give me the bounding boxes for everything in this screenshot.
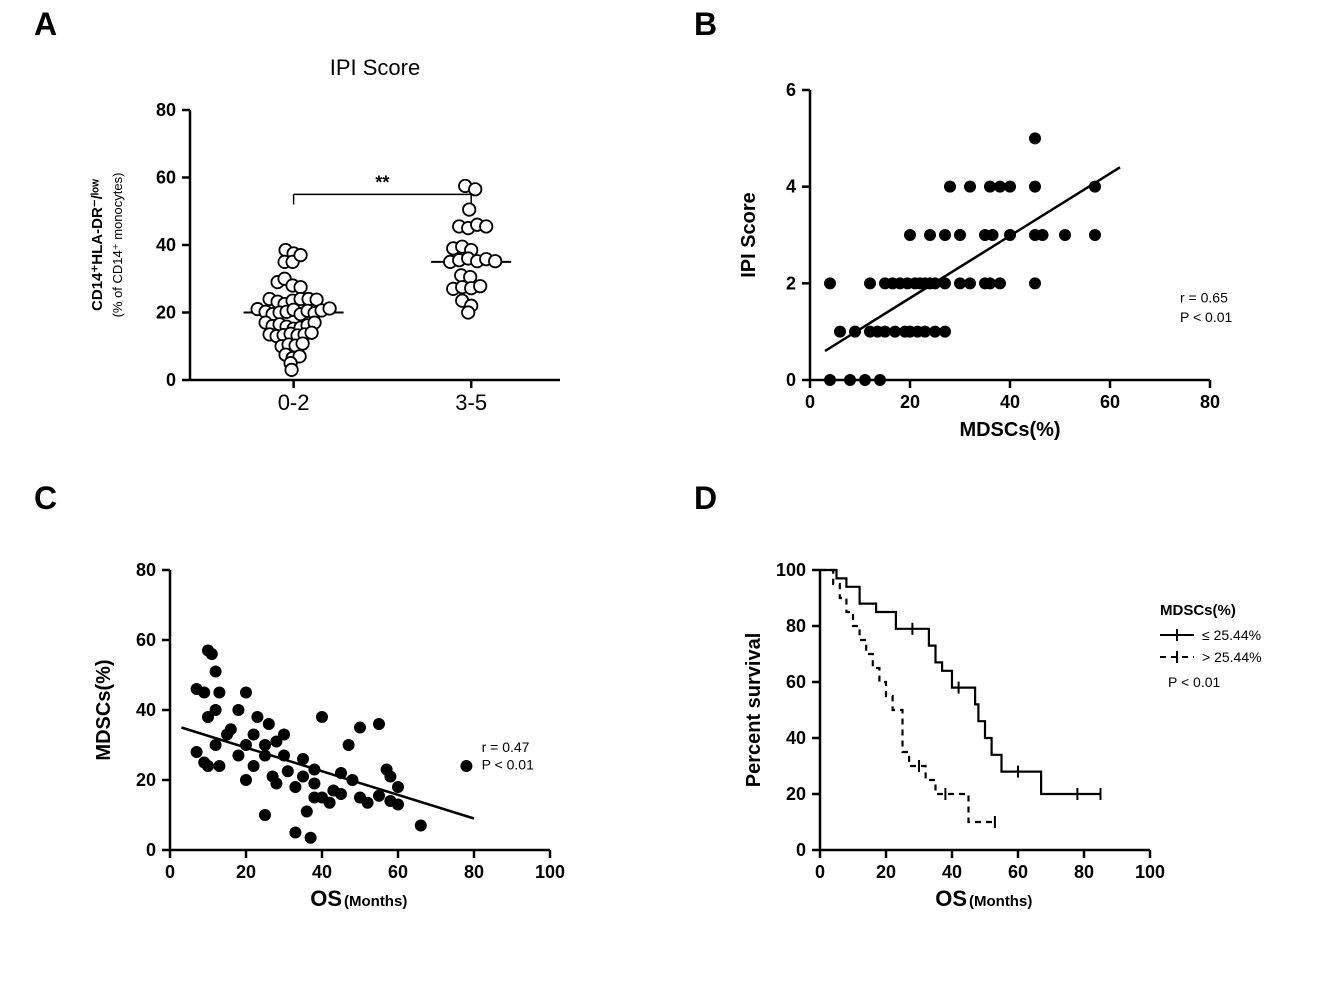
svg-text:40: 40: [312, 862, 332, 882]
svg-text:80: 80: [786, 616, 806, 636]
figure: A B C D IPI Score0204060800-23-5CD14⁺HLA…: [0, 0, 1318, 981]
panel-c-chart: 0 20 40 60 80 100 0 20 40 60 80 OS(Months) MDSCs(%) r…: [60, 520, 620, 940]
svg-text:40: 40: [156, 235, 176, 255]
panel-label-a: A: [34, 6, 57, 43]
svg-text:20: 20: [236, 862, 256, 882]
svg-text:60: 60: [136, 630, 156, 650]
svg-text:20: 20: [786, 784, 806, 804]
svg-text:0-2: 0-2: [278, 390, 310, 415]
svg-text:r = 0.65: r = 0.65: [1180, 290, 1228, 306]
svg-text:MDSCs(%): MDSCs(%): [1160, 602, 1236, 619]
panel-a-chart: IPI Score 0 20 40 60 80 0-2 3-5 CD14⁺HLA-DR⁻/ˡᵒʷ…: [60, 30, 620, 450]
panel-label-b: B: [694, 6, 717, 43]
svg-text:80: 80: [1074, 862, 1094, 882]
svg-text:20: 20: [156, 303, 176, 323]
svg-text:80: 80: [464, 862, 484, 882]
svg-text:(Months): (Months): [969, 893, 1032, 910]
svg-text:0: 0: [146, 840, 156, 860]
svg-text:0: 0: [786, 370, 796, 390]
svg-text:40: 40: [786, 728, 806, 748]
svg-text:80: 80: [156, 100, 176, 120]
svg-text:40: 40: [1000, 392, 1020, 412]
svg-text:Percent survival: Percent survival: [743, 633, 765, 788]
svg-text:r = 0.47: r = 0.47: [482, 739, 530, 755]
svg-text:100: 100: [1135, 862, 1165, 882]
svg-text:100: 100: [776, 560, 806, 580]
svg-text:> 25.44%: > 25.44%: [1202, 649, 1262, 665]
svg-text:40: 40: [136, 700, 156, 720]
panel-label-d: D: [694, 480, 717, 517]
svg-text:100: 100: [535, 862, 565, 882]
svg-text:20: 20: [136, 770, 156, 790]
svg-text:OS: OS: [310, 886, 342, 911]
svg-text:0: 0: [805, 392, 815, 412]
svg-text:60: 60: [156, 168, 176, 188]
svg-text:80: 80: [136, 560, 156, 580]
svg-text:60: 60: [1008, 862, 1028, 882]
svg-text:6: 6: [786, 80, 796, 100]
svg-text:OS: OS: [935, 886, 967, 911]
svg-text:40: 40: [942, 862, 962, 882]
svg-text:60: 60: [388, 862, 408, 882]
svg-text:0: 0: [796, 840, 806, 860]
svg-text:P < 0.01: P < 0.01: [482, 757, 535, 773]
panel-label-c: C: [34, 480, 57, 517]
svg-text:20: 20: [876, 862, 896, 882]
svg-text:60: 60: [786, 672, 806, 692]
svg-text:0: 0: [815, 862, 825, 882]
panel-d-chart: 0 20 40 60 80 100 0 20 40 60 80 100 OS(Months) Percen…: [720, 520, 1280, 940]
svg-text:0: 0: [166, 370, 176, 390]
svg-text:2: 2: [786, 273, 796, 293]
svg-text:P < 0.01: P < 0.01: [1168, 674, 1221, 690]
svg-text:4: 4: [786, 177, 796, 197]
svg-text:(Months): (Months): [344, 893, 407, 910]
svg-text:(% of CD14⁺ monocytes): (% of CD14⁺ monocytes): [110, 173, 125, 318]
svg-text:P < 0.01: P < 0.01: [1180, 309, 1233, 325]
svg-text:**: **: [375, 172, 389, 192]
svg-text:IPI Score: IPI Score: [330, 55, 420, 80]
svg-text:MDSCs(%): MDSCs(%): [93, 659, 115, 760]
svg-text:≤ 25.44%: ≤ 25.44%: [1202, 627, 1261, 643]
svg-text:IPI Score: IPI Score: [738, 192, 760, 278]
svg-text:80: 80: [1200, 392, 1220, 412]
svg-text:60: 60: [1100, 392, 1120, 412]
panel-b-chart: 0 20 40 60 80 0 2 4 6 MDSCs(%) IPI Score r = 0.65 P …: [720, 30, 1280, 450]
svg-text:0: 0: [165, 862, 175, 882]
svg-text:20: 20: [900, 392, 920, 412]
svg-text:MDSCs(%): MDSCs(%): [959, 419, 1060, 441]
svg-text:CD14⁺HLA-DR⁻/ˡᵒʷ: CD14⁺HLA-DR⁻/ˡᵒʷ: [89, 179, 106, 311]
svg-text:3-5: 3-5: [455, 390, 487, 415]
